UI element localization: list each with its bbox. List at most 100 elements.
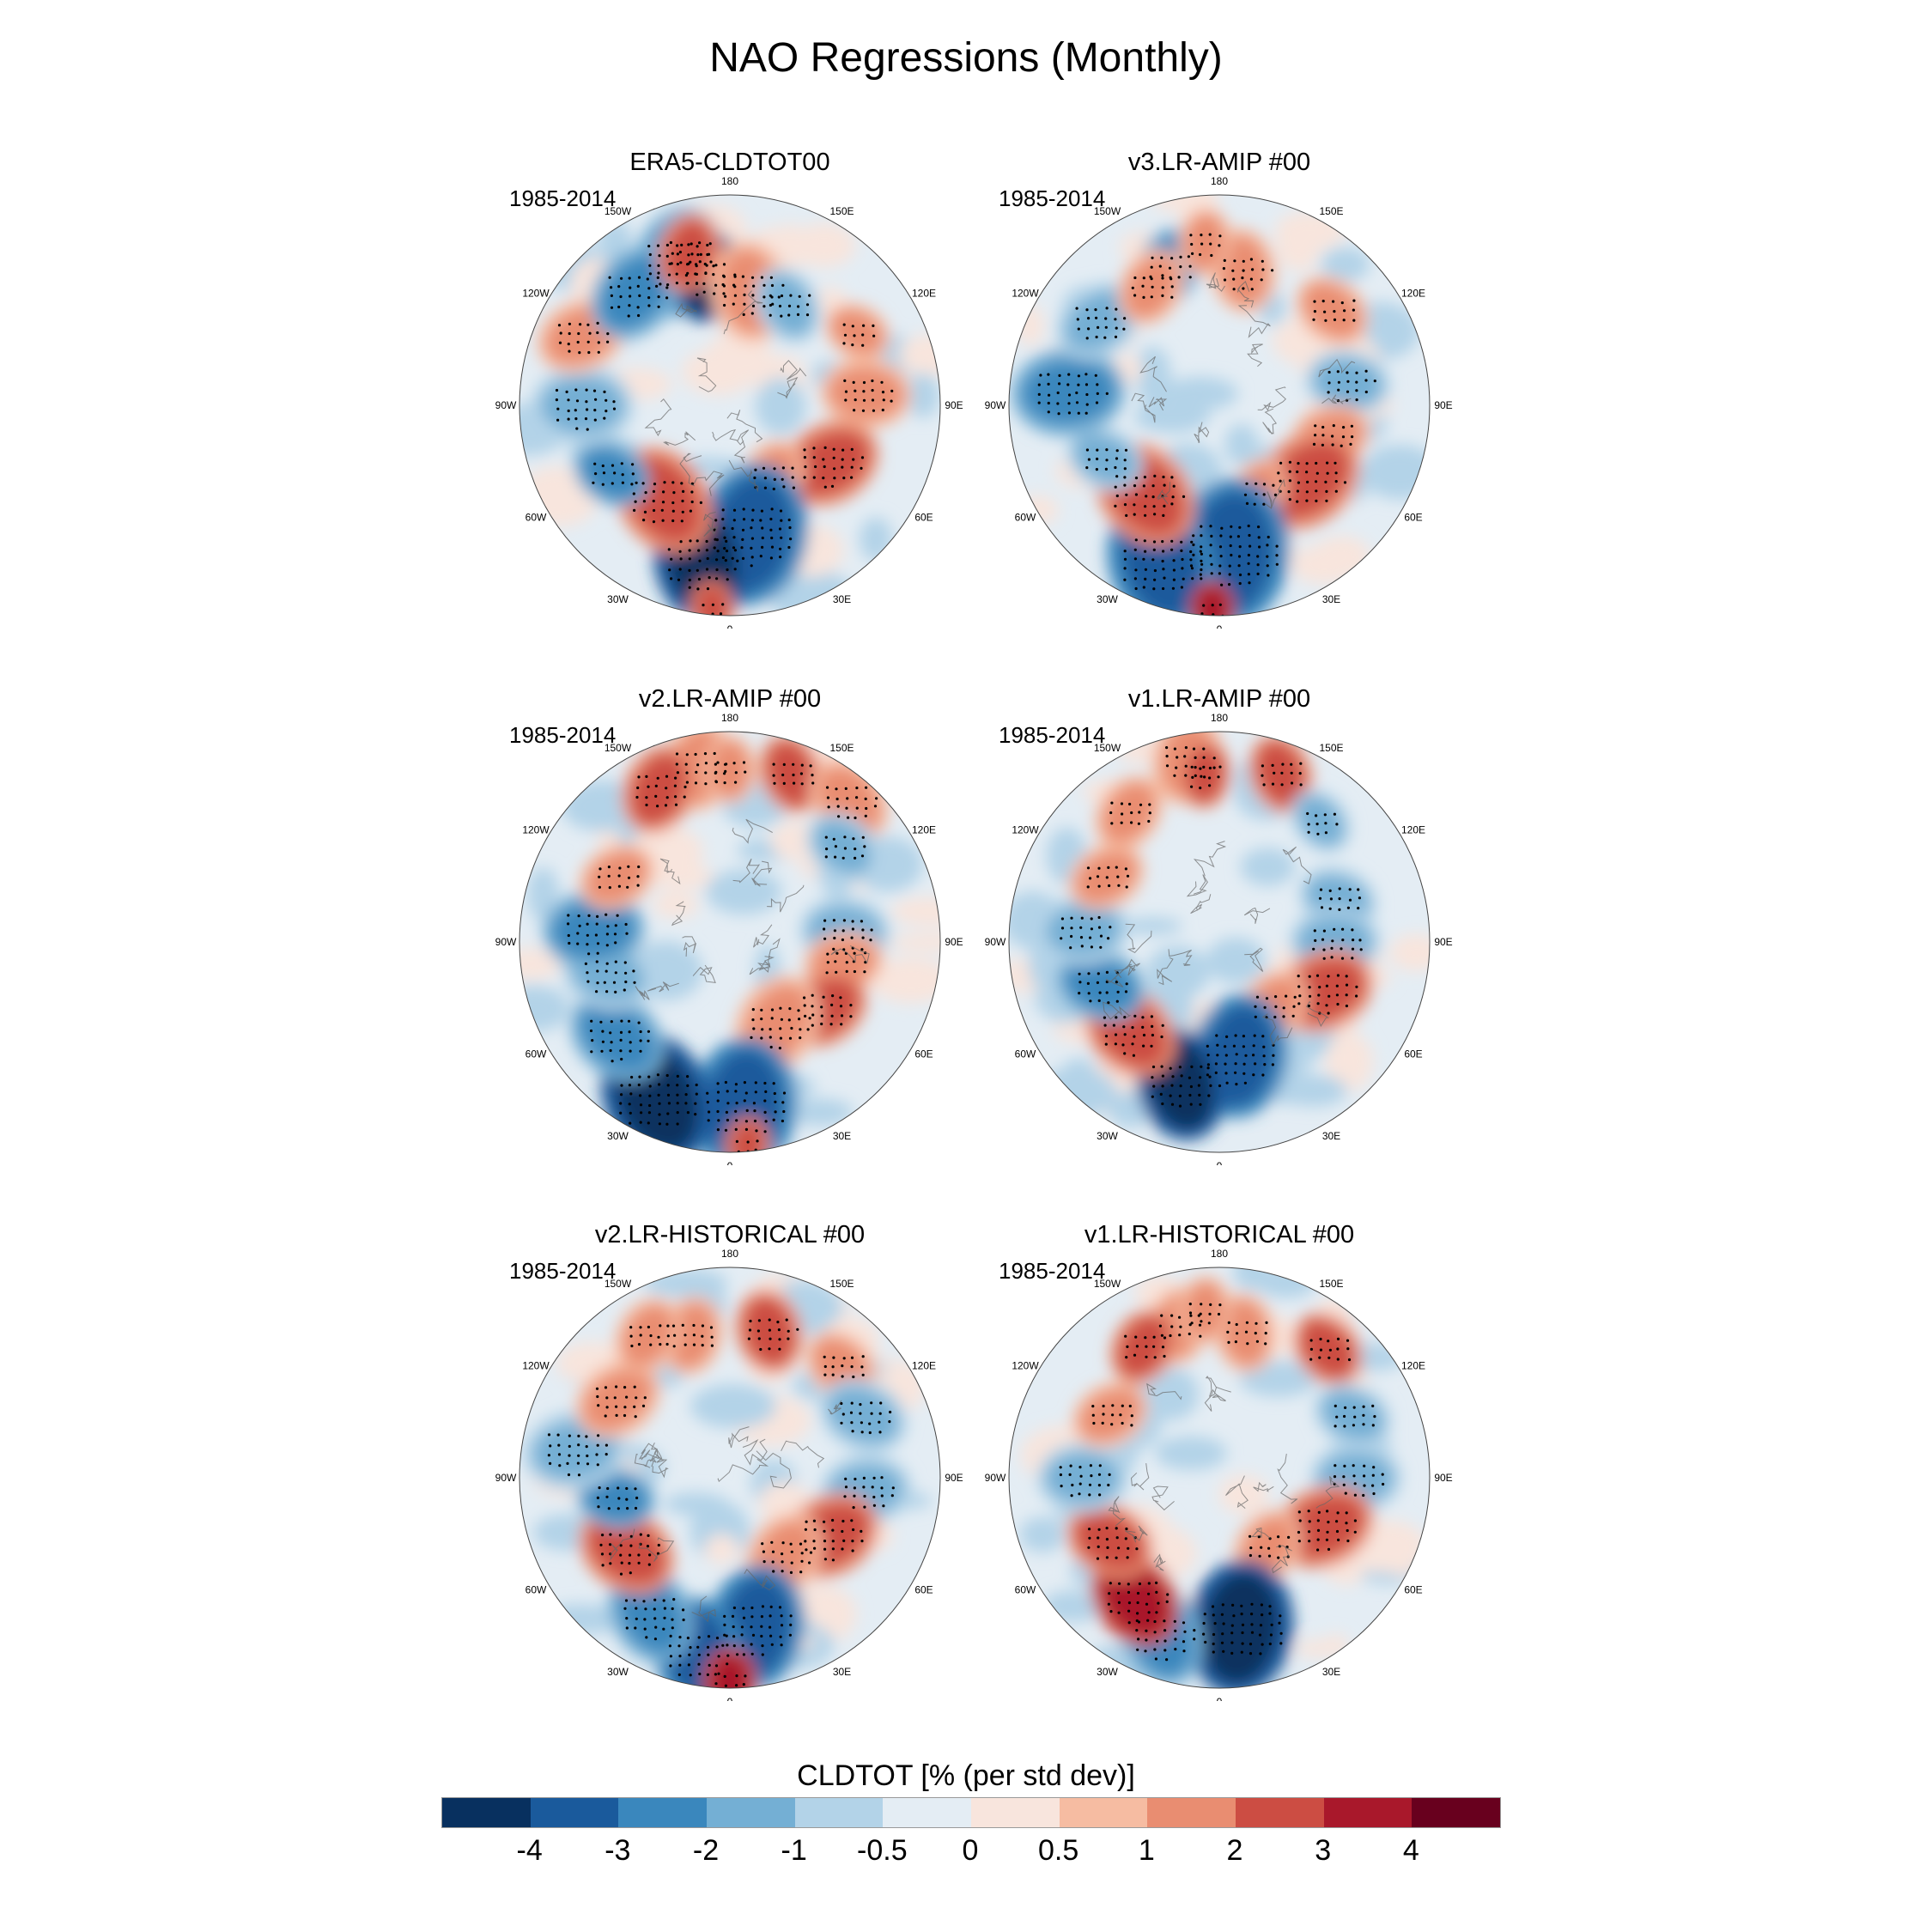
- stipple-dot: [862, 1476, 866, 1479]
- stipple-dot: [685, 771, 689, 775]
- stipple-dot: [823, 937, 827, 940]
- stipple-dot: [761, 1028, 764, 1031]
- stipple-dot: [1212, 1613, 1215, 1617]
- coastline: [1153, 1553, 1166, 1571]
- stipple-dot: [611, 464, 615, 467]
- stipple-dot: [832, 1356, 835, 1359]
- stipple-dot: [746, 1140, 750, 1144]
- stipple-dot: [1191, 577, 1194, 580]
- stipple-dot: [1152, 505, 1156, 508]
- stipple-dot: [761, 1644, 764, 1648]
- stipple-dot: [1156, 1639, 1159, 1643]
- stipple-dot: [678, 568, 682, 571]
- stipple-dot: [834, 960, 837, 963]
- stipple-dot: [605, 962, 609, 965]
- stipple-dot: [653, 1607, 656, 1611]
- stipple-dot: [654, 784, 658, 787]
- anomaly-core: [1045, 1452, 1120, 1504]
- stipple-dot: [849, 1004, 853, 1007]
- stipple-dot: [725, 1110, 728, 1114]
- stipple-dot: [1330, 946, 1334, 950]
- stipple-dot: [657, 271, 660, 275]
- stipple-dot: [773, 1091, 776, 1096]
- coastline: [828, 1400, 842, 1415]
- stipple-dot: [556, 1433, 560, 1437]
- stipple-dot: [1172, 568, 1176, 572]
- stipple-dot: [576, 932, 580, 935]
- coastline: [638, 1537, 675, 1562]
- longitude-label: 180: [721, 175, 738, 187]
- stipple-dot: [701, 1324, 704, 1327]
- stipple-dot: [732, 1625, 735, 1629]
- stipple-dot: [1337, 1538, 1340, 1541]
- anomaly-core: [1185, 1282, 1224, 1338]
- stipple-dot: [770, 1017, 774, 1020]
- stipple-dot: [682, 1608, 685, 1612]
- stipple-dot: [1147, 819, 1151, 823]
- stipple-dot: [1242, 287, 1245, 290]
- stipple-dot: [1317, 993, 1321, 997]
- stipple-dot: [1330, 956, 1334, 959]
- coastline: [682, 936, 697, 957]
- stipple-dot: [780, 294, 784, 298]
- stipple-dot: [605, 1495, 609, 1498]
- stipple-dot: [1066, 383, 1070, 386]
- stipple-dot: [735, 1674, 738, 1678]
- stipple-dot: [872, 334, 876, 337]
- stipple-dot: [721, 518, 725, 521]
- stipple-dot: [714, 762, 717, 766]
- stipple-dot: [679, 261, 683, 264]
- map-panel-v1-amip: 180150E120E90E60E30E030W60W90W120W150W v…: [979, 684, 1460, 1165]
- stipple-dot: [594, 398, 598, 401]
- stipple-dot: [1079, 936, 1084, 939]
- stipple-dot: [1327, 381, 1331, 385]
- stipple-dot: [1305, 499, 1309, 502]
- stipple-dot: [657, 1335, 660, 1339]
- stipple-dot: [1316, 1519, 1320, 1522]
- stipple-dot: [1337, 388, 1340, 392]
- coastline: [1139, 355, 1167, 392]
- stipple-dot: [1200, 562, 1204, 566]
- stipple-dot: [672, 1345, 676, 1348]
- stipple-dot: [1131, 1026, 1134, 1030]
- stipple-dot: [672, 1598, 676, 1601]
- stipple-dot: [1199, 767, 1202, 770]
- stipple-dot: [1133, 557, 1137, 561]
- stipple-dot: [717, 1119, 720, 1122]
- longitude-label: 120W: [522, 288, 550, 300]
- coastline: [1125, 923, 1152, 954]
- stipple-dot: [1237, 555, 1242, 558]
- stipple-dot: [716, 1082, 720, 1085]
- stipple-dot: [769, 1625, 772, 1629]
- stipple-dot: [1230, 1641, 1234, 1644]
- stipple-dot: [1173, 747, 1176, 750]
- panel-period: 1985-2014: [999, 722, 1106, 748]
- stipple-dot: [568, 1434, 571, 1437]
- stipple-dot: [762, 466, 766, 470]
- stipple-dot: [1060, 917, 1064, 920]
- stipple-dot: [1078, 992, 1081, 995]
- stipple-dot: [787, 313, 791, 317]
- stipple-dot: [774, 1100, 777, 1103]
- stipple-dot: [833, 467, 836, 471]
- stipple-dot: [687, 243, 690, 246]
- anomaly-core: [1300, 1320, 1355, 1378]
- longitude-label: 90E: [1434, 936, 1452, 948]
- stipple-dot: [861, 409, 866, 412]
- stipple-dot: [686, 1084, 690, 1087]
- longitude-label: 90E: [945, 399, 963, 411]
- stipple-dot: [699, 252, 702, 256]
- stipple-dot: [1352, 939, 1355, 942]
- stipple-dot: [773, 477, 776, 481]
- stipple-dot: [621, 473, 624, 477]
- stipple-dot: [1242, 1062, 1246, 1066]
- stipple-dot: [1123, 1016, 1127, 1019]
- coastline: [728, 1426, 750, 1449]
- stipple-dot: [750, 1643, 753, 1646]
- stipple-dot: [1228, 583, 1231, 586]
- anomaly-core: [1118, 1316, 1169, 1377]
- stipple-dot: [1262, 783, 1266, 787]
- panel-title: ERA5-CLDTOT00: [629, 149, 830, 176]
- stipple-dot: [760, 1634, 763, 1638]
- stipple-dot: [592, 481, 595, 484]
